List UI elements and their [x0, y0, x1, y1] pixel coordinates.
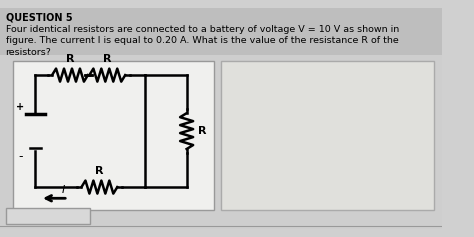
Bar: [6, 208, 90, 224]
Text: +: +: [17, 102, 25, 112]
Text: R: R: [95, 166, 104, 176]
Bar: [0, 55, 442, 229]
Text: R: R: [198, 126, 206, 136]
Text: R: R: [66, 54, 74, 64]
Bar: [13, 61, 214, 210]
Text: R: R: [103, 54, 111, 64]
Text: QUESTION 5: QUESTION 5: [6, 13, 72, 23]
Text: -: -: [18, 150, 23, 163]
Text: I: I: [62, 186, 65, 196]
Text: Four identical resistors are connected to a battery of voltage V = 10 V as shown: Four identical resistors are connected t…: [6, 25, 399, 57]
Bar: [0, 8, 442, 55]
Bar: [221, 61, 434, 210]
